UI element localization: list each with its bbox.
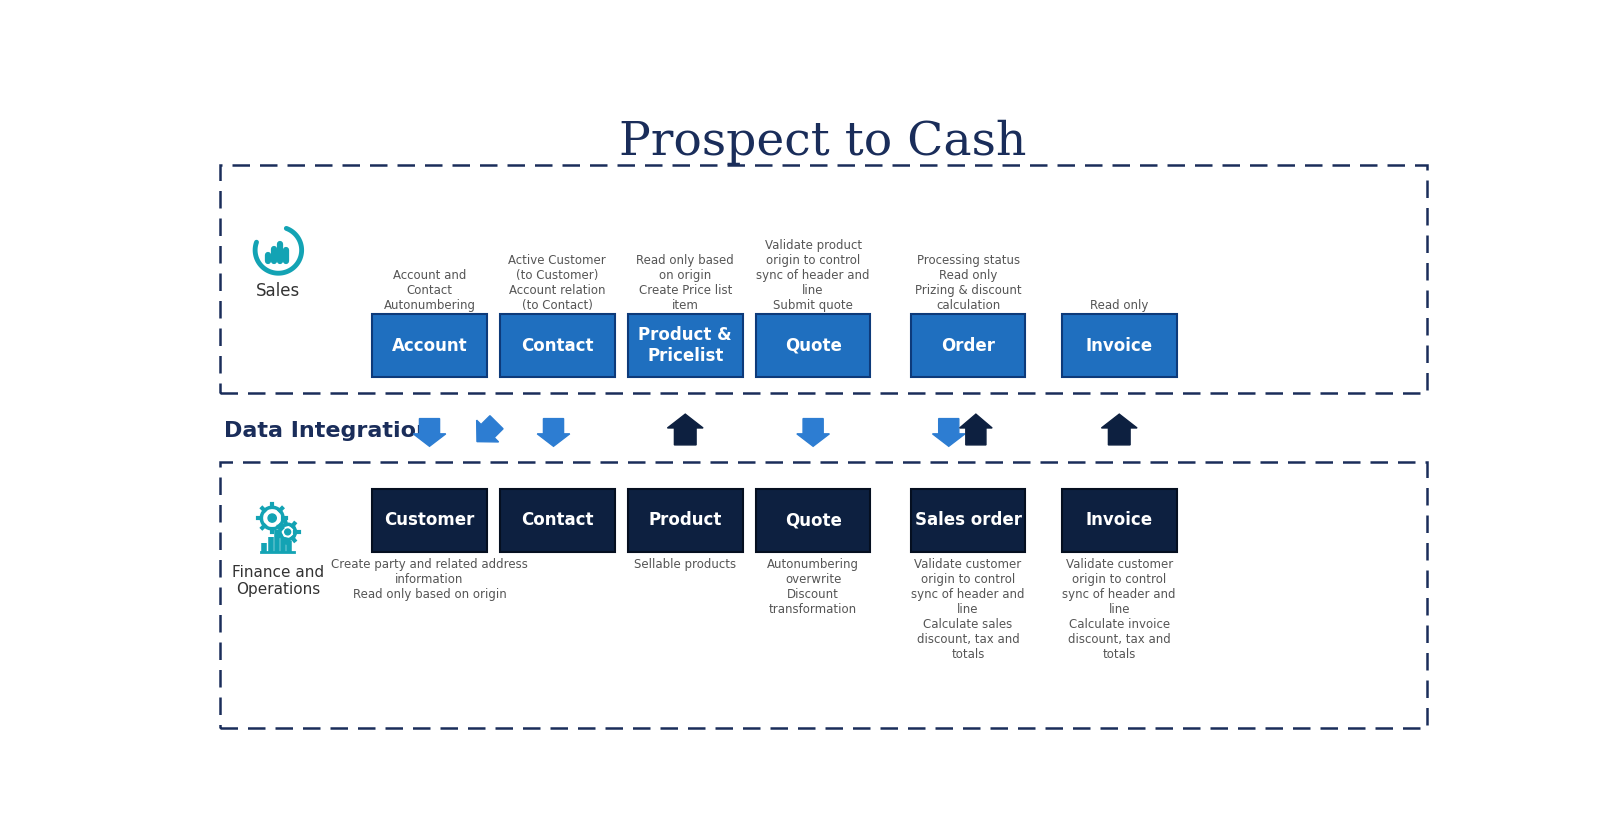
Text: Active Customer
(to Customer)
Account relation
(to Contact): Active Customer (to Customer) Account re… — [508, 254, 606, 312]
Text: Prospect to Cash: Prospect to Cash — [619, 120, 1027, 165]
Text: Quote: Quote — [784, 511, 842, 530]
Bar — [911, 314, 1025, 377]
Text: Processing status
Read only
Prizing & discount
calculation: Processing status Read only Prizing & di… — [914, 254, 1022, 312]
Text: Order: Order — [942, 337, 995, 355]
Text: Invoice: Invoice — [1086, 511, 1152, 530]
Polygon shape — [932, 419, 966, 446]
Text: Validate customer
origin to control
sync of header and
line
Calculate invoice
di: Validate customer origin to control sync… — [1062, 558, 1176, 661]
Bar — [911, 489, 1025, 552]
Text: Sales order: Sales order — [914, 511, 1022, 530]
Text: Validate product
origin to control
sync of header and
line
Submit quote: Validate product origin to control sync … — [757, 239, 869, 312]
Bar — [628, 314, 742, 377]
Polygon shape — [959, 414, 992, 445]
Text: Finance and
Operations: Finance and Operations — [233, 565, 325, 597]
Text: Account: Account — [392, 337, 468, 355]
Bar — [1062, 314, 1176, 377]
Text: Product &
Pricelist: Product & Pricelist — [638, 327, 733, 365]
Text: Read only: Read only — [1090, 299, 1149, 312]
Polygon shape — [413, 419, 445, 446]
Text: Read only based
on origin
Create Price list
item: Read only based on origin Create Price l… — [636, 254, 734, 312]
Bar — [500, 314, 615, 377]
Bar — [755, 489, 871, 552]
Bar — [220, 166, 1427, 392]
Bar — [628, 489, 742, 552]
Polygon shape — [1101, 414, 1138, 445]
Text: Product: Product — [649, 511, 722, 530]
Polygon shape — [667, 414, 704, 445]
Text: Contact: Contact — [521, 511, 593, 530]
Text: Sales: Sales — [256, 282, 301, 300]
Text: Data Integration: Data Integration — [223, 421, 432, 441]
Text: Create party and related address
information
Read only based on origin: Create party and related address informa… — [331, 558, 529, 601]
Polygon shape — [797, 419, 829, 446]
Text: Contact: Contact — [521, 337, 593, 355]
Bar — [373, 489, 487, 552]
Bar — [1062, 489, 1176, 552]
Text: Sellable products: Sellable products — [635, 558, 736, 571]
Circle shape — [284, 529, 291, 535]
Text: Validate customer
origin to control
sync of header and
line
Calculate sales
disc: Validate customer origin to control sync… — [911, 558, 1025, 661]
Bar — [755, 314, 871, 377]
Bar — [220, 461, 1427, 727]
Text: Quote: Quote — [784, 337, 842, 355]
Bar — [373, 314, 487, 377]
Text: Autonumbering
overwrite
Discount
transformation: Autonumbering overwrite Discount transfo… — [767, 558, 860, 616]
Text: Account and
Contact
Autonumbering: Account and Contact Autonumbering — [384, 269, 476, 312]
Text: Customer: Customer — [384, 511, 474, 530]
Polygon shape — [477, 416, 503, 442]
Text: Invoice: Invoice — [1086, 337, 1152, 355]
Circle shape — [268, 514, 276, 522]
Polygon shape — [537, 419, 570, 446]
Bar — [500, 489, 615, 552]
